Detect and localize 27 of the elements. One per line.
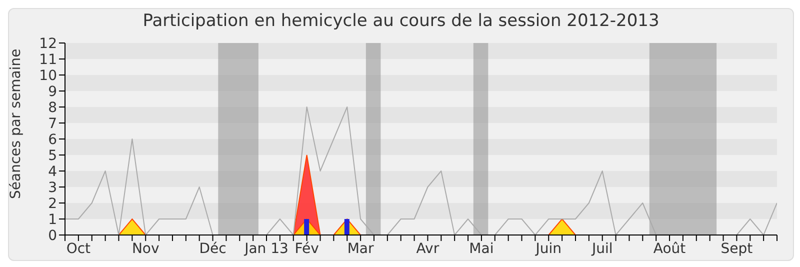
y-axis-title: Séances par semaine [8, 48, 24, 199]
y-tick-label: 1 [48, 212, 57, 228]
y-tick-label: 11 [39, 52, 57, 68]
y-tick-label: 4 [48, 164, 58, 180]
x-tick-label: Jan 13 [244, 240, 288, 257]
x-tick-label: Mar [347, 240, 374, 257]
y-tick-label: 3 [48, 180, 57, 196]
y-tick-label: 0 [48, 228, 57, 244]
y-tick-label: 2 [48, 196, 57, 212]
y-tick-label: 6 [48, 132, 58, 148]
chart-title: Participation en hemicycle au cours de la session 2012-2013 [142, 10, 660, 33]
x-tick-label: Fév [294, 240, 319, 257]
x-tick-label: Oct [66, 240, 92, 257]
y-tick-label: 9 [48, 84, 57, 100]
y-tick-label: 7 [48, 116, 57, 132]
x-tick-label: Avr [416, 240, 440, 257]
x-tick-label: Août [653, 240, 686, 257]
y-tick-label: 8 [48, 100, 57, 116]
x-tick-label: Juil [590, 240, 613, 257]
y-tick-label: 5 [48, 148, 57, 164]
x-tick-label: Déc [199, 240, 226, 257]
x-tick-label: Juin [534, 240, 562, 257]
y-tick-label: 10 [39, 68, 57, 84]
x-tick-label: Nov [132, 240, 160, 257]
x-tick-label: Mai [469, 240, 494, 257]
x-tick-label: Sept [720, 240, 754, 257]
y-tick-label: 12 [39, 36, 57, 52]
